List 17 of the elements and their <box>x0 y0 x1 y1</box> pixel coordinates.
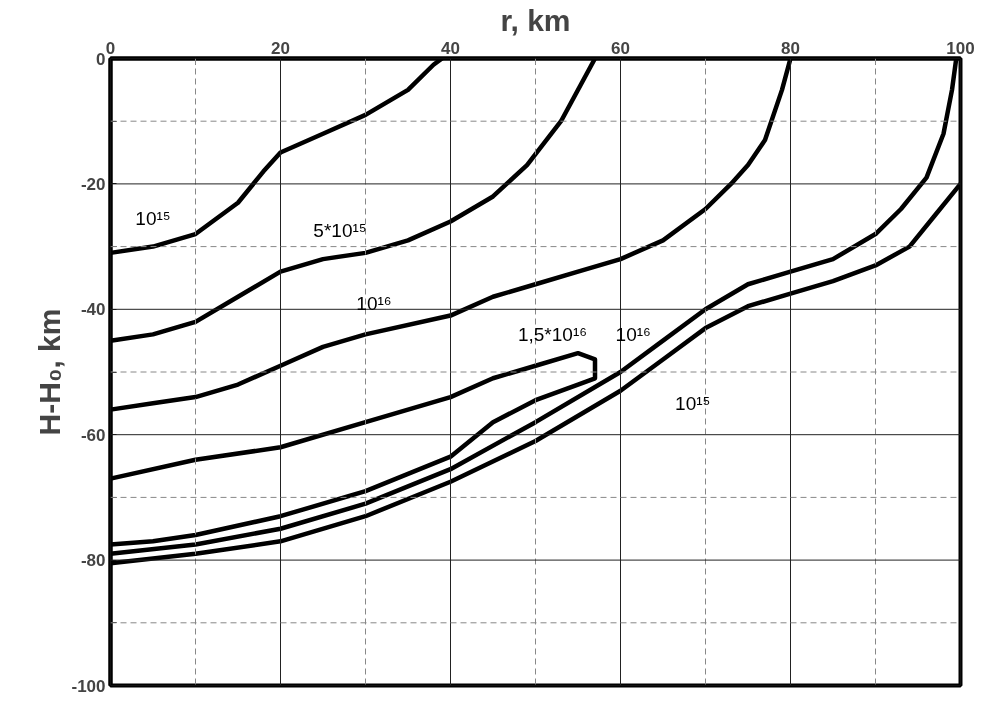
y-tick-label: -60 <box>80 425 106 445</box>
series-label: 5*10¹⁵ <box>313 220 367 242</box>
series-label: 10¹⁵ <box>135 207 171 229</box>
y-tick-label: -40 <box>80 300 106 320</box>
x-axis-title: r, km <box>500 3 571 37</box>
series-label: 10¹⁵ <box>675 392 711 414</box>
x-tick-label: 100 <box>946 38 975 58</box>
series-label: 10¹⁶ <box>356 292 392 314</box>
y-tick-label: -20 <box>80 174 106 194</box>
y-tick-label: -80 <box>80 551 106 571</box>
x-tick-label: 20 <box>271 38 290 58</box>
x-tick-label: 60 <box>611 38 630 58</box>
series-label: 1,5*10¹⁶ <box>517 323 588 345</box>
y-axis-title: H-H₀, km <box>33 308 67 436</box>
x-tick-label: 80 <box>781 38 800 58</box>
x-tick-label: 40 <box>441 38 460 58</box>
y-tick-label: -100 <box>71 676 106 696</box>
